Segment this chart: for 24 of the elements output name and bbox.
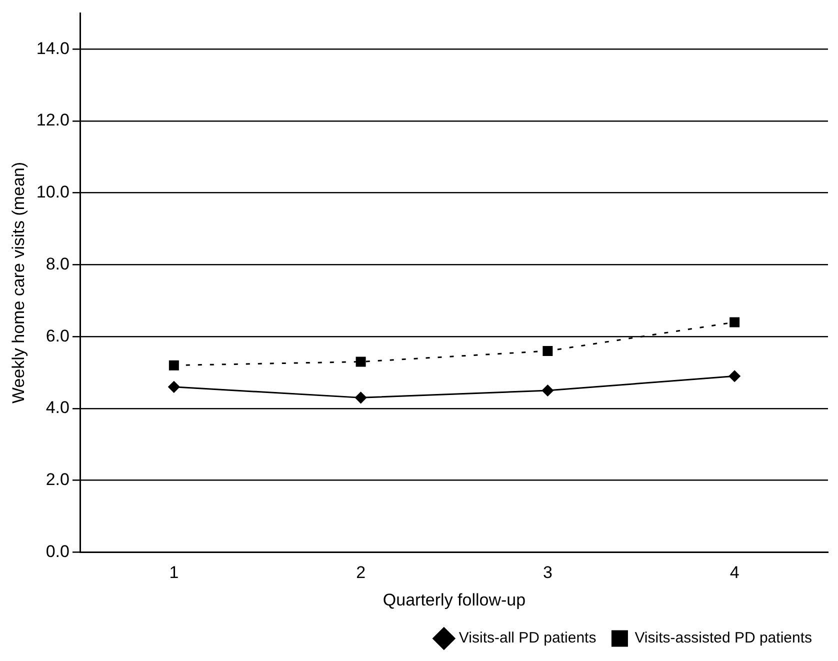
y-tick-label: 14.0	[36, 38, 70, 58]
x-tick-label: 3	[542, 563, 552, 582]
y-tick-label: 10.0	[36, 182, 70, 202]
x-tick-label: 4	[730, 563, 740, 582]
x-tick-label: 2	[356, 563, 366, 582]
x-tick-label: 1	[169, 563, 179, 582]
point	[168, 381, 180, 393]
y-tick-label: 12.0	[36, 110, 70, 130]
y-axis-title: Weekly home care visits (mean)	[8, 162, 28, 404]
point	[355, 392, 367, 404]
point	[730, 317, 740, 328]
legend-label: Visits-assisted PD patients	[634, 630, 812, 647]
y-tick-label: 4.0	[46, 398, 70, 418]
point	[728, 370, 740, 382]
point	[542, 384, 554, 396]
y-tick-label: 6.0	[46, 326, 70, 346]
y-tick-label: 0.0	[46, 542, 70, 561]
y-tick-label: 8.0	[46, 254, 70, 274]
legend-label: Visits-all PD patients	[458, 630, 596, 647]
point	[168, 360, 179, 370]
point	[542, 346, 553, 356]
point	[356, 356, 366, 367]
y-tick-label: 2.0	[46, 470, 70, 490]
x-axis-title: Quarterly follow-up	[382, 590, 526, 610]
